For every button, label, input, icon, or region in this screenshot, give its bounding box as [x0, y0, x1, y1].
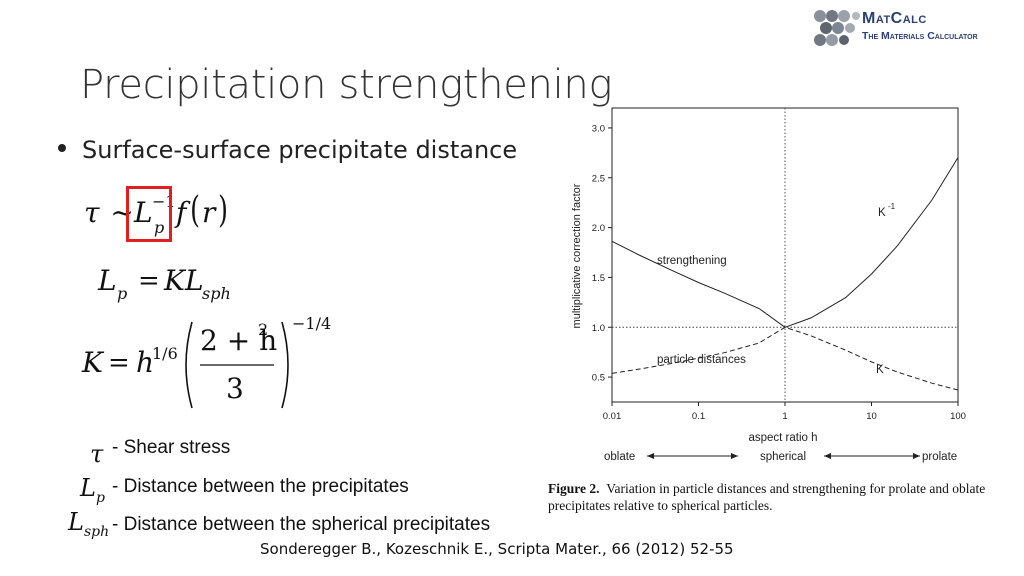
eq3-equals: =	[108, 348, 130, 378]
legend-text-lsph: - Distance between the spherical precipi…	[112, 514, 491, 535]
figure-caption: Figure 2. Variation in particle distance…	[548, 480, 998, 514]
annotation-strengthening: strengthening	[657, 255, 727, 267]
regime-oblate: oblate	[604, 451, 635, 463]
y-tick-label: 2.5	[592, 173, 605, 184]
x-tick-label: 1	[782, 411, 787, 422]
matcalc-logo: MatCalc The Materials Calculator	[812, 6, 1018, 50]
spherical-left-arrowhead-icon	[731, 453, 738, 459]
bullet-item: Surface-surface precipitate distance	[58, 136, 517, 164]
eq2-L: L	[98, 264, 117, 297]
annotation-k-inverse: K	[878, 207, 886, 219]
figure-caption-text: Variation in particle distances and stre…	[548, 481, 986, 513]
x-tick-label: 100	[950, 411, 966, 422]
logo-text-tagline: The Materials Calculator	[862, 30, 978, 42]
eq1-tau: τ	[84, 196, 100, 229]
x-tick-label: 0.1	[692, 411, 705, 422]
figure-caption-label: Figure 2.	[548, 481, 600, 496]
annotation-k-inverse-exponent: -1	[888, 202, 896, 211]
legend-subscript-lp: p	[96, 490, 105, 506]
eq2-subscript: p	[117, 284, 128, 303]
eq2-Lsph: L	[185, 264, 204, 297]
eq1-r: r	[202, 196, 216, 229]
logo-dots-icon	[814, 10, 860, 46]
series-line-k-inverse	[611, 157, 959, 328]
y-tick-label: 3.0	[592, 123, 605, 134]
legend-subscript-lsph: sph	[84, 524, 110, 540]
y-tick-label: 1.0	[592, 323, 605, 334]
eq3-h: h	[136, 346, 155, 379]
y-tick-label: 1.5	[592, 273, 605, 284]
eq1-rparen: )	[218, 190, 228, 231]
legend-symbol-tau: τ	[90, 440, 104, 468]
annotation-particle-distances: particle distances	[657, 354, 746, 366]
correction-factor-chart: 0.5 1.0 1.5 2.0 2.5 3.0 0.01 0.1 1 10 100 multipli…	[571, 107, 966, 463]
annotation-k: K	[876, 364, 884, 376]
page-title: Precipitation strengthening	[80, 62, 613, 108]
eq1-subscript: p	[154, 218, 165, 237]
legend-text-lp: - Distance between the precipitates	[112, 476, 409, 497]
x-tick-label: 10	[866, 411, 877, 422]
eq2-K: K	[164, 264, 185, 297]
prolate-arrowhead-icon	[913, 453, 920, 459]
logo-text-name: MatCalc	[862, 10, 927, 27]
x-tick-label: 0.01	[603, 411, 622, 422]
eq2-equals: =	[138, 266, 160, 296]
eq3-outer-exponent: −1/4	[292, 314, 332, 333]
eq3-numerator-exponent: 2	[258, 320, 269, 339]
eq3-K: K	[82, 346, 103, 379]
highlight-box	[126, 186, 172, 242]
legend-symbol-lsph: L	[68, 508, 84, 536]
eq3-denominator: 3	[226, 372, 244, 405]
eq3-h-exponent: 1/6	[152, 344, 178, 363]
y-tick-label: 2.0	[592, 223, 605, 234]
eq3-fraction-brackets	[185, 321, 289, 409]
legend-symbol-lp: L	[80, 474, 96, 502]
eq1-lparen: (	[190, 190, 200, 231]
x-axis-label: aspect ratio h	[748, 432, 817, 444]
spherical-right-arrowhead-icon	[824, 453, 831, 459]
citation: Sonderegger B., Kozeschnik E., Scripta M…	[260, 540, 734, 558]
bullet-dot-icon	[58, 144, 66, 152]
bullet-text: Surface-surface precipitate distance	[82, 136, 518, 164]
regime-spherical: spherical	[760, 451, 806, 463]
y-axis-label: multiplicative correction factor	[571, 183, 583, 328]
eq1-f: f	[176, 196, 187, 229]
y-tick-label: 0.5	[592, 373, 605, 384]
eq2-subscript-sph: sph	[202, 284, 231, 303]
eq3-numerator: 2 + h	[200, 324, 278, 357]
regime-prolate: prolate	[922, 451, 957, 463]
eq1-L: L	[134, 196, 153, 229]
legend-text-tau: - Shear stress	[112, 437, 231, 458]
oblate-arrowhead-icon	[647, 453, 654, 459]
